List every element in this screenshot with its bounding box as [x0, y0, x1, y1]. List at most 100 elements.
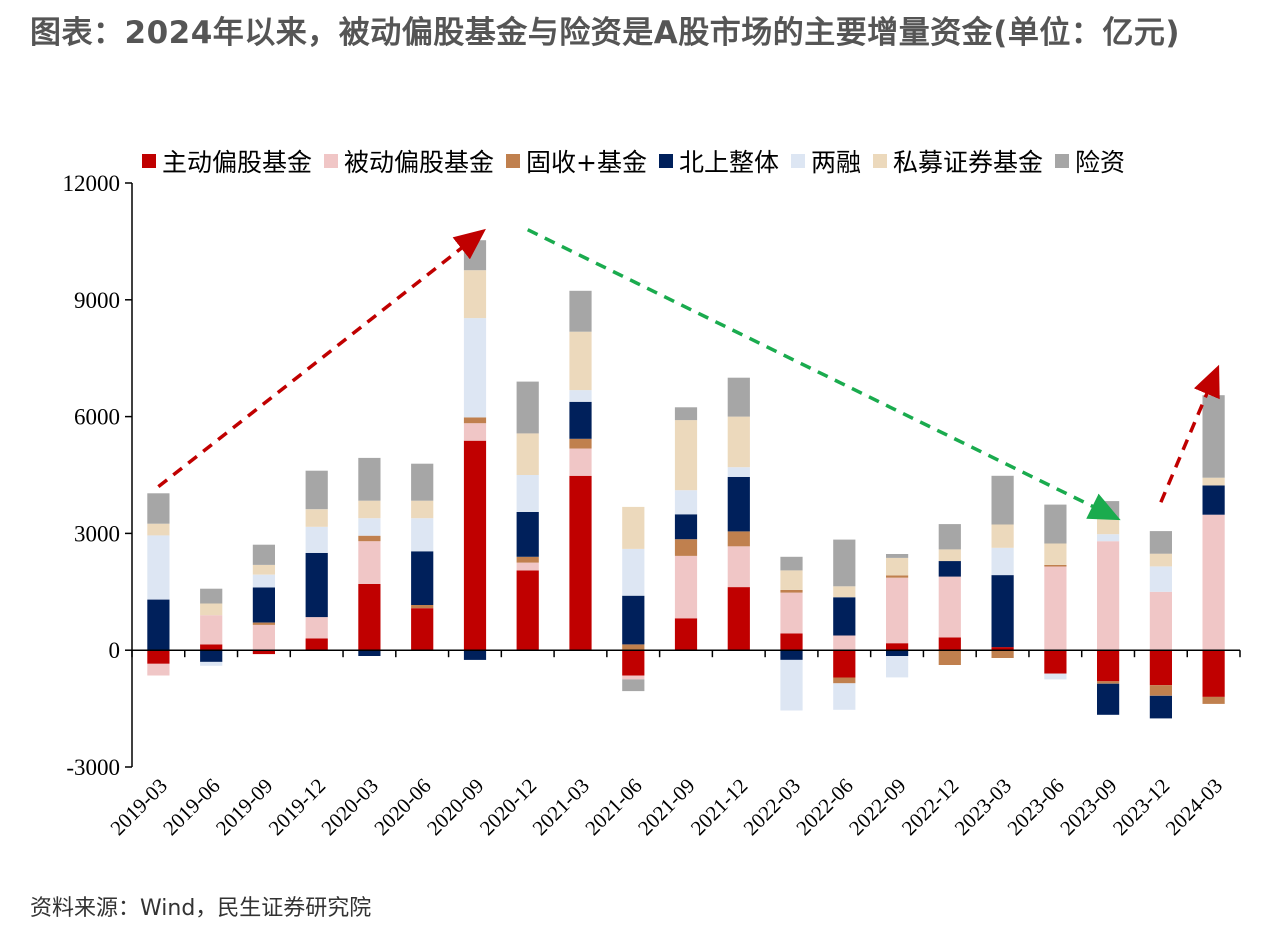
legend-item-4: 两融 — [791, 143, 861, 179]
bar-2020-09-s5 — [463, 270, 487, 319]
bar-2020-03-s6 — [358, 457, 381, 501]
bar-2023-12-s5 — [1149, 553, 1172, 567]
bar-2020-09-s6 — [463, 240, 487, 271]
legend-swatch — [791, 154, 805, 168]
bar-2020-03-s1 — [358, 541, 381, 584]
bar-2019-09-s0 — [252, 650, 275, 655]
bar-2019-09-s3 — [252, 587, 275, 623]
bar-2022-12-s0 — [938, 637, 961, 651]
legend-item-1: 被动偏股基金 — [324, 143, 494, 179]
bar-2022-12-s6 — [938, 524, 961, 550]
bar-2019-09-s6 — [252, 544, 275, 565]
bar-2020-09-s4 — [463, 318, 487, 418]
bar-2019-12-s6 — [305, 470, 328, 510]
bar-2024-03-s2 — [1202, 696, 1225, 704]
bar-2019-06-s0 — [200, 644, 223, 651]
bar-2021-09-s6 — [674, 407, 698, 421]
legend-label: 私募证券基金 — [893, 148, 1044, 177]
bar-2019-03-s0 — [147, 650, 170, 664]
bar-2020-12-s6 — [516, 381, 539, 434]
bar-2021-03-s3 — [569, 401, 592, 439]
x-tick-label: 2019-12 — [264, 774, 330, 840]
bar-2019-09-s4 — [252, 574, 275, 588]
legend-item-3: 北上整体 — [658, 143, 779, 179]
bar-2024-03-s6 — [1202, 395, 1225, 478]
bar-2021-09-s5 — [674, 420, 698, 491]
x-tick-label: 2023-09 — [1055, 774, 1121, 840]
legend-swatch — [506, 154, 521, 168]
bar-2021-03-s0 — [569, 475, 592, 651]
y-tick-label: 0 — [109, 638, 121, 663]
bar-2022-09-s0 — [886, 643, 909, 651]
bar-2022-03-s6 — [780, 556, 803, 571]
y-tick-label: -3000 — [66, 755, 120, 780]
bar-2021-03-s4 — [569, 390, 592, 402]
bar-2021-06-s3 — [622, 595, 645, 645]
bar-2019-12-s5 — [305, 509, 328, 527]
legend-label: 北上整体 — [678, 148, 779, 177]
bar-2023-03-s6 — [991, 475, 1014, 525]
bar-2023-12-s0 — [1149, 650, 1172, 686]
bar-2022-12-s2 — [938, 650, 961, 665]
source-note: 资料来源：Wind，民生证券研究院 — [30, 896, 372, 921]
bar-2020-03-s5 — [358, 500, 381, 519]
bar-2022-09-s5 — [886, 557, 909, 576]
trend-arrow-1 — [526, 228, 1121, 521]
bar-2022-12-s1 — [938, 576, 961, 638]
bar-2022-09-s6 — [886, 554, 909, 558]
bar-2022-06-s4 — [833, 683, 856, 710]
bar-2021-12-s5 — [727, 416, 750, 468]
legend-item-0: 主动偏股基金 — [142, 143, 312, 179]
bar-2023-12-s4 — [1149, 566, 1172, 592]
legend-item-6: 险资 — [1055, 143, 1125, 179]
bar-2023-06-s5 — [1044, 543, 1067, 565]
bar-2019-12-s3 — [305, 552, 328, 618]
bar-2023-09-s4 — [1097, 534, 1120, 542]
x-tick-label: 2023-12 — [1108, 774, 1174, 840]
chart-title: 图表：2024年以来，被动偏股基金与险资是A股市场的主要增量资金(单位：亿元) — [30, 15, 1181, 51]
bar-2020-06-s2 — [411, 605, 434, 609]
bar-2021-06-s0 — [622, 650, 645, 676]
bar-2021-06-s4 — [622, 549, 645, 596]
stacked-bar-chart: -30000300060009000120002019-032019-06201… — [63, 171, 1241, 840]
x-tick-label: 2021-03 — [528, 774, 594, 840]
bar-2023-03-s4 — [991, 547, 1014, 576]
bar-2021-12-s3 — [727, 476, 750, 532]
bar-2021-09-s1 — [674, 556, 698, 619]
bar-2022-06-s6 — [833, 539, 856, 587]
bar-2021-12-s0 — [727, 587, 750, 651]
bar-2023-09-s2 — [1097, 681, 1120, 684]
bar-2023-03-s2 — [991, 650, 1014, 658]
bar-2019-09-s5 — [252, 564, 275, 575]
bar-2023-06-s0 — [1044, 650, 1067, 674]
bar-2023-03-s5 — [991, 524, 1014, 548]
x-tick-label: 2021-09 — [633, 774, 699, 840]
bar-2020-09-s1 — [463, 423, 487, 441]
bar-2024-03-s3 — [1202, 485, 1225, 515]
bar-2020-06-s4 — [411, 518, 434, 552]
bar-2019-06-s3 — [200, 650, 223, 662]
y-tick-label: 12000 — [63, 171, 121, 196]
bar-2020-03-s0 — [358, 584, 381, 651]
bar-2022-03-s2 — [780, 589, 803, 593]
legend-label: 险资 — [1075, 148, 1126, 177]
bar-2020-12-s5 — [516, 433, 539, 475]
bar-2020-06-s5 — [411, 500, 434, 519]
legend-swatch — [324, 154, 339, 168]
bar-2022-09-s4 — [886, 656, 909, 678]
x-tick-label: 2024-03 — [1161, 774, 1227, 840]
legend-item-5: 私募证券基金 — [873, 143, 1043, 179]
bar-2022-06-s3 — [833, 597, 856, 636]
x-tick-label: 2023-03 — [950, 774, 1016, 840]
bar-2019-12-s1 — [305, 617, 328, 639]
bar-2022-06-s0 — [833, 650, 856, 678]
bar-2023-09-s1 — [1097, 541, 1120, 651]
y-tick-label: 3000 — [74, 521, 120, 546]
bar-2021-12-s6 — [727, 377, 750, 417]
bar-2021-09-s0 — [674, 618, 698, 651]
bar-2021-03-s2 — [569, 438, 592, 449]
bar-2020-09-s3 — [463, 650, 487, 660]
bar-2021-12-s2 — [727, 531, 750, 547]
bar-2020-06-s6 — [411, 463, 434, 501]
x-tick-label: 2019-09 — [211, 774, 277, 840]
